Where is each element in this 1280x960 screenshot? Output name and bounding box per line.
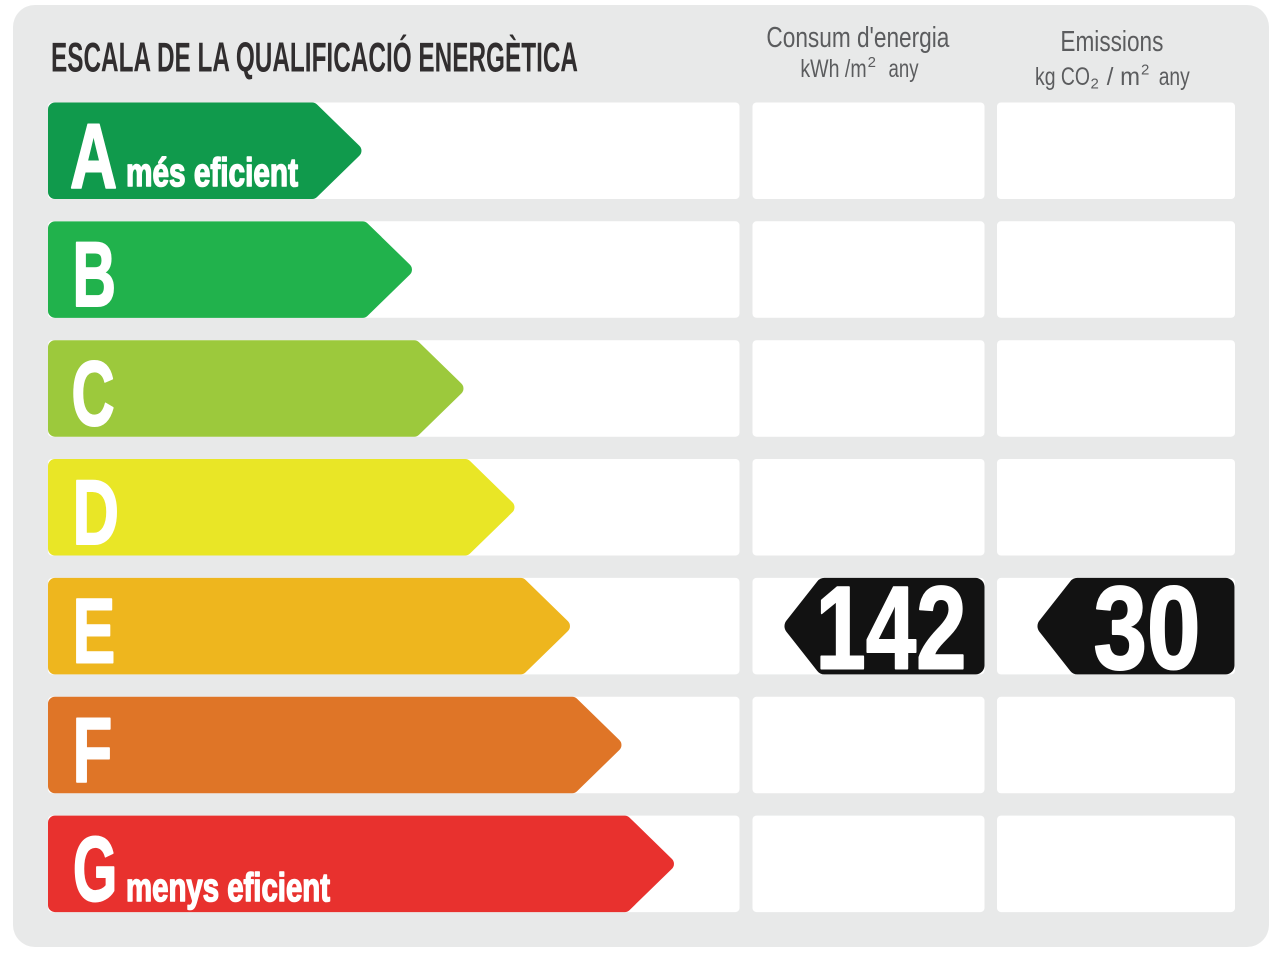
- svg-text:2: 2: [868, 54, 876, 71]
- svg-text:E: E: [73, 581, 116, 683]
- svg-text:F: F: [73, 700, 113, 802]
- svg-text:kg CO: kg CO: [1035, 63, 1090, 91]
- svg-text:menys eficient: menys eficient: [126, 866, 330, 910]
- svg-text:ESCALA DE LA QUALIFICACIÓ ENER: ESCALA DE LA QUALIFICACIÓ ENERGÈTICA: [51, 33, 578, 81]
- svg-text:30: 30: [1094, 563, 1201, 695]
- svg-text:142: 142: [816, 563, 967, 695]
- svg-text:B: B: [73, 224, 117, 326]
- svg-text:any: any: [1159, 63, 1190, 91]
- svg-text:Consum d'energia: Consum d'energia: [766, 22, 950, 54]
- svg-text:2: 2: [1091, 76, 1099, 93]
- svg-text:2: 2: [1141, 62, 1149, 79]
- svg-text:C: C: [72, 343, 115, 445]
- svg-text:D: D: [73, 462, 120, 564]
- svg-text:G: G: [73, 818, 117, 920]
- svg-text:/ m: / m: [1107, 63, 1140, 91]
- svg-text:A: A: [70, 105, 117, 207]
- svg-text:Emissions: Emissions: [1060, 26, 1163, 58]
- svg-text:més eficient: més eficient: [126, 151, 298, 195]
- svg-text:any: any: [889, 55, 919, 83]
- svg-text:kWh /m: kWh /m: [800, 55, 866, 83]
